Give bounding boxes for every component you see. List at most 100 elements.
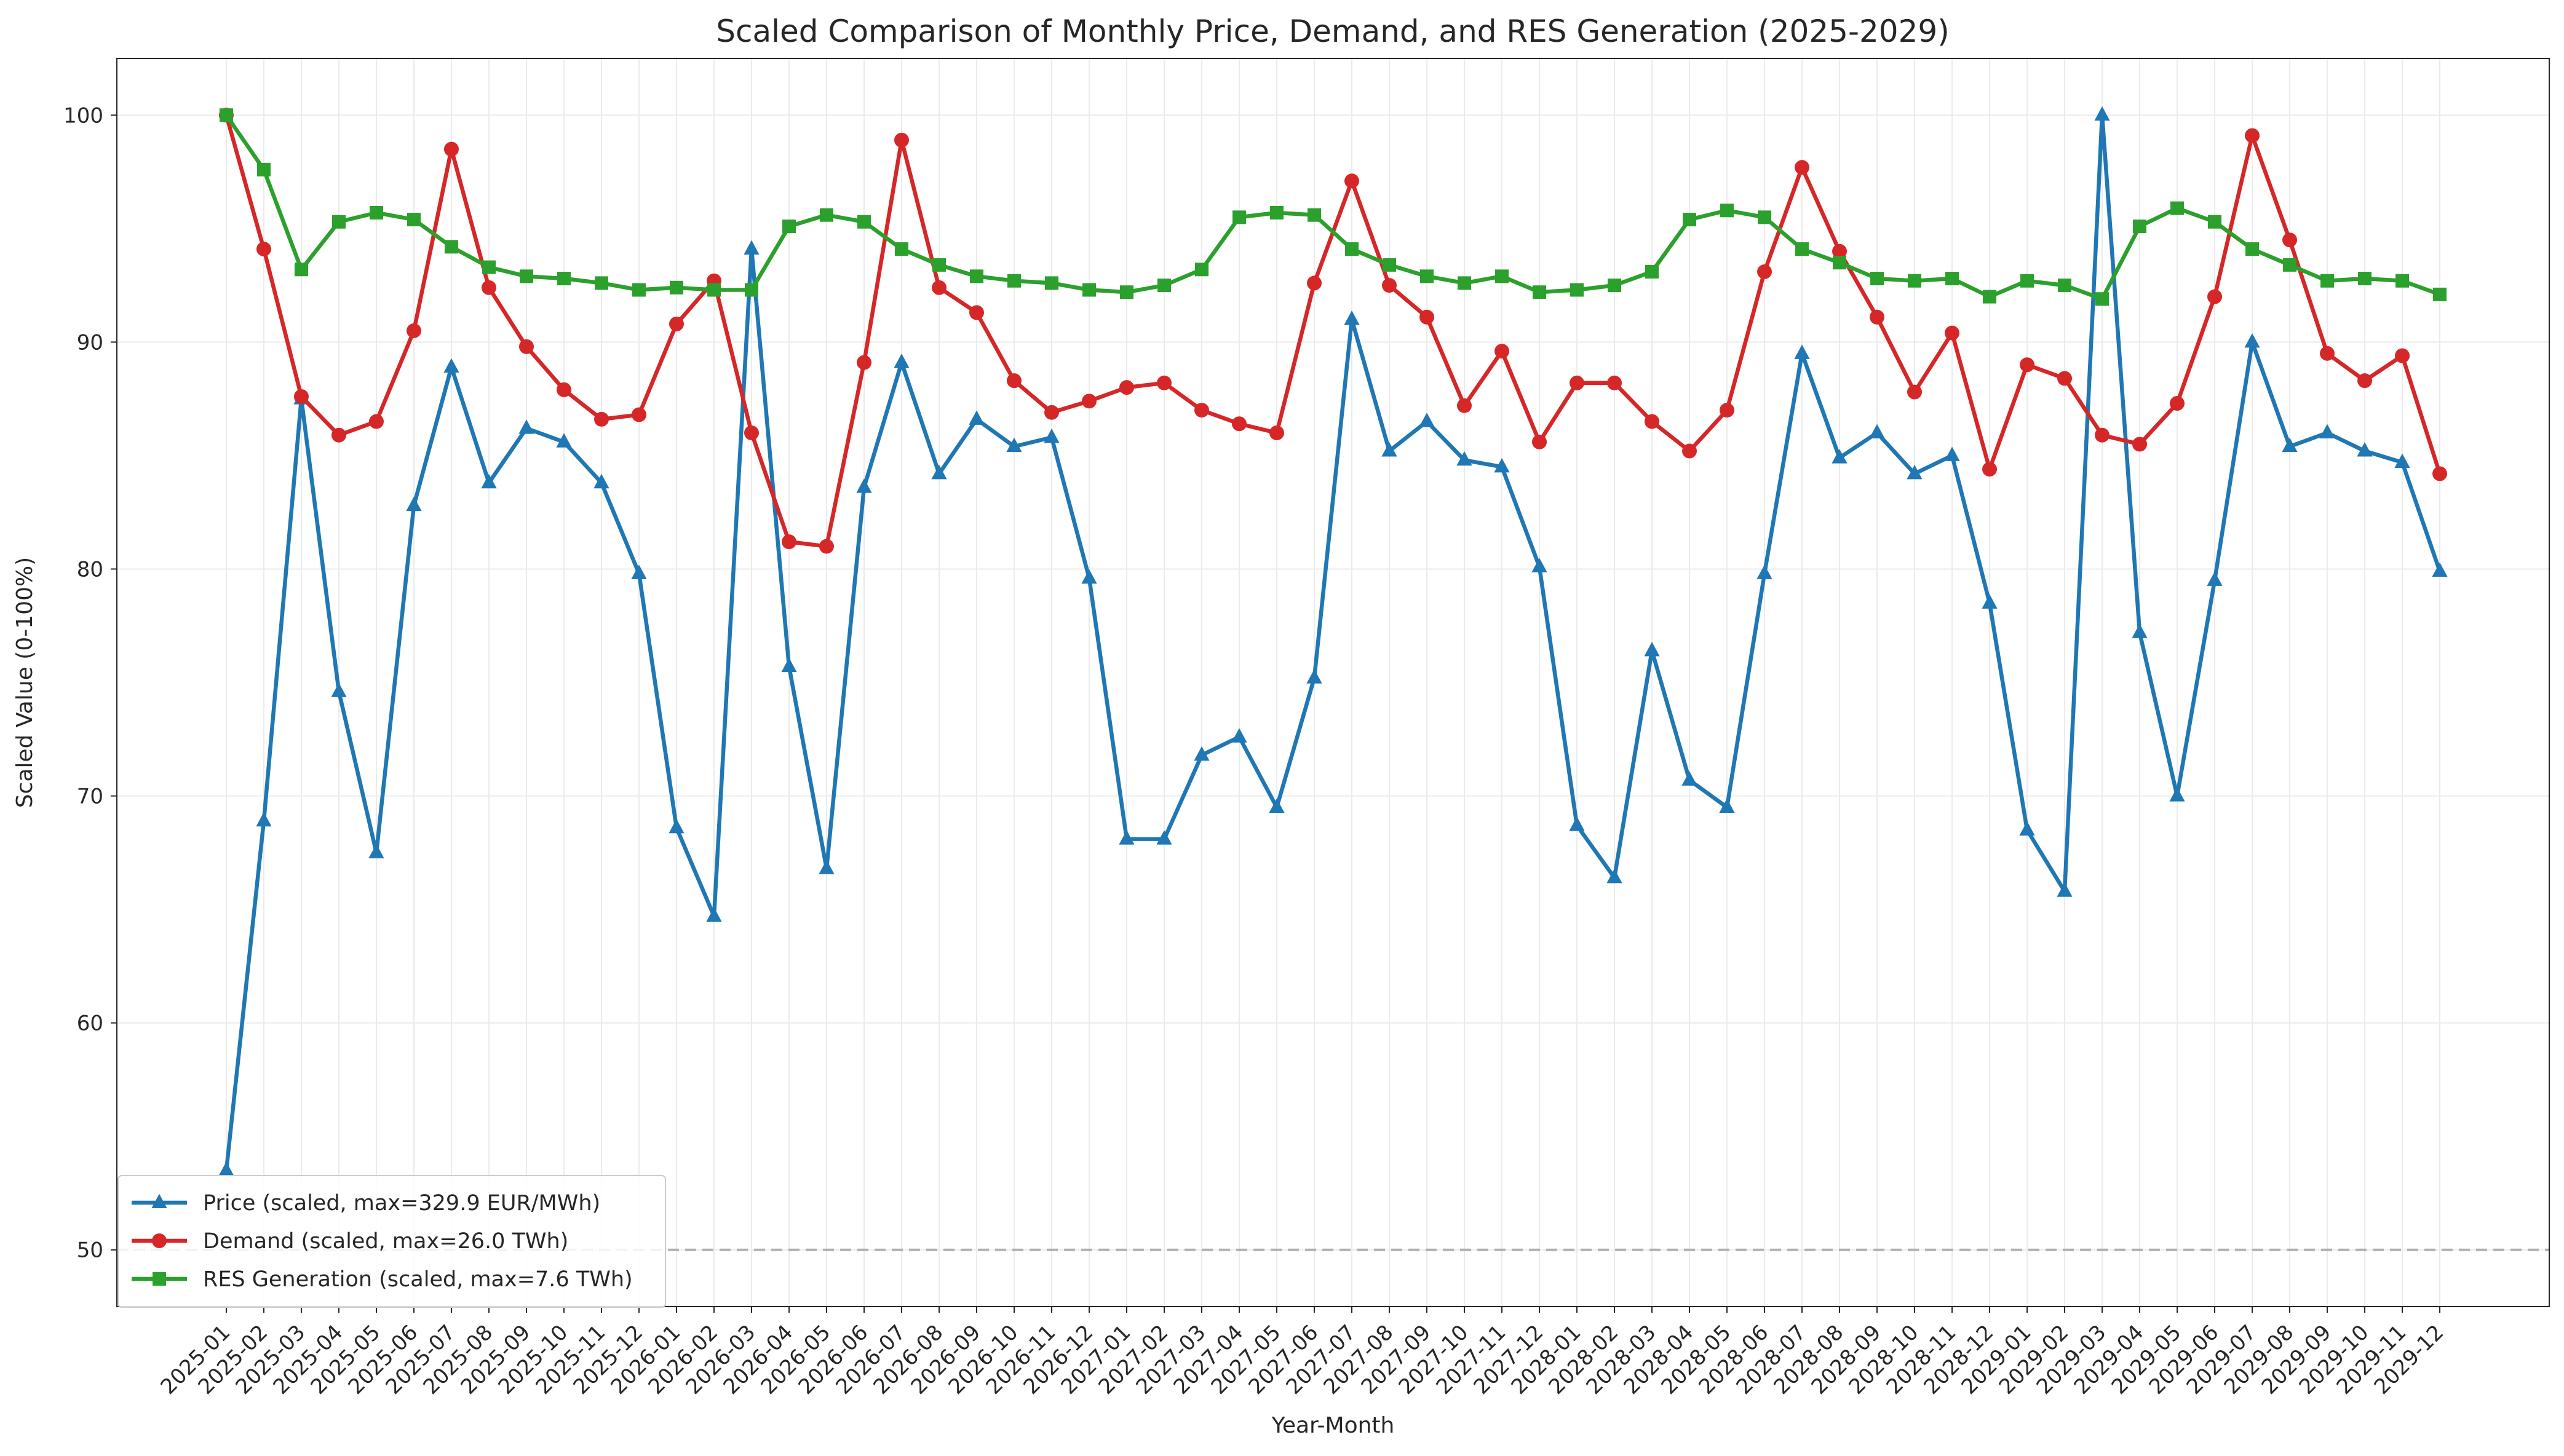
plot-area [117,58,2549,1307]
data-point [1870,272,1884,286]
data-point [819,539,834,554]
legend-marker [153,1272,166,1286]
data-point [669,316,684,331]
data-point [2395,348,2410,363]
data-point [519,269,533,283]
data-point [1907,465,1923,480]
data-point [2132,437,2148,452]
data-point [293,389,309,404]
data-point [1832,449,1848,464]
data-point [1345,242,1359,256]
data-point [632,283,646,297]
data-point [1456,451,1472,466]
data-point [1306,275,1322,291]
data-point [2132,623,2148,638]
legend-box [117,1175,666,1308]
data-point [2245,128,2260,143]
data-point [631,564,647,579]
data-point [1644,641,1660,657]
data-point [1194,403,1209,418]
data-point [1495,269,1509,283]
data-point [444,240,458,254]
data-point [744,425,759,440]
y-tick-label: 100 [63,103,103,128]
data-point [1531,558,1547,572]
data-point [2057,371,2073,386]
data-point [2133,220,2147,234]
data-point [1081,569,1097,584]
data-point [331,215,346,229]
data-point [1683,213,1697,227]
data-point [1944,446,1960,461]
data-point [1381,442,1397,457]
data-point [1720,204,1734,218]
data-point [1645,414,1660,429]
data-point [706,907,722,922]
data-point [2170,201,2185,215]
data-point [1419,413,1435,427]
data-point [1006,373,1022,389]
data-point [2095,427,2110,443]
data-point [1608,279,1622,293]
data-point [1945,272,1959,286]
data-point [1645,264,1659,279]
data-point [2020,274,2034,288]
data-point [1606,869,1622,884]
data-point [857,215,871,229]
data-point [1382,278,1397,293]
data-point [969,269,983,283]
data-point [2395,274,2410,288]
data-point [1570,283,1584,297]
data-point [443,358,459,373]
data-point [1681,771,1697,786]
data-point [1494,344,1510,359]
data-point [1757,264,1772,279]
data-point [819,860,835,874]
data-point [2207,571,2223,586]
data-point [932,258,946,272]
series-3 [219,108,2447,306]
data-point [1458,276,1472,290]
legend-item-3: RES Generation (scaled, max=7.6 TWh) [132,1267,633,1292]
series-2 [218,108,2448,554]
data-point [219,108,233,122]
data-point [1269,798,1285,813]
data-point [2357,373,2373,389]
data-point [1156,830,1172,845]
data-point [1908,274,1922,288]
data-point [1982,594,1998,609]
data-point [931,465,947,480]
data-point [1832,243,1848,259]
data-point [557,272,571,286]
y-tick-label: 80 [77,557,103,582]
data-point [407,213,421,227]
y-tick-label: 90 [77,330,103,355]
data-point [1269,205,1284,220]
data-point [1344,173,1360,189]
data-point [2433,287,2447,301]
data-point [1156,375,1172,390]
data-point [2244,333,2260,348]
data-point [2094,106,2110,121]
data-point [1833,256,1847,270]
data-point [2245,242,2260,256]
data-point [406,323,421,338]
data-point [294,263,308,277]
series-line [224,113,2442,1171]
data-point [369,205,383,220]
data-point [707,283,721,297]
data-point [856,478,872,493]
data-point [744,283,758,297]
data-point [1119,830,1135,845]
data-point [856,355,871,370]
data-point [256,162,271,176]
data-point [969,305,984,320]
data-point [1007,274,1021,288]
data-point [1231,416,1247,432]
data-point [1307,208,1321,222]
data-point [1720,403,1735,418]
data-point [1269,425,1284,440]
data-point [443,141,459,157]
data-point [969,410,985,425]
